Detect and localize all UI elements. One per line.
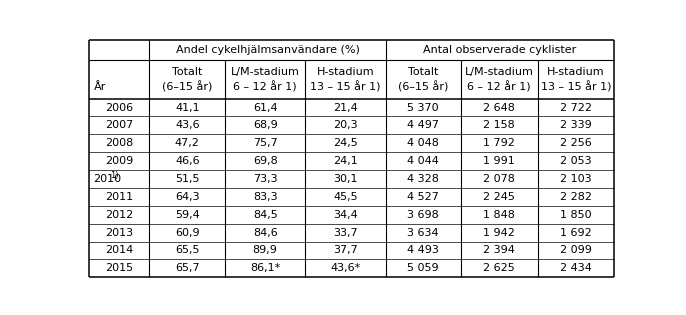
Text: 59,4: 59,4 — [175, 210, 200, 220]
Text: 2010: 2010 — [93, 174, 121, 184]
Text: 65,5: 65,5 — [175, 245, 200, 255]
Text: 1 991: 1 991 — [484, 156, 515, 166]
Text: 47,2: 47,2 — [175, 138, 200, 148]
Text: 43,6: 43,6 — [175, 120, 200, 130]
Text: 2 282: 2 282 — [560, 192, 592, 202]
Text: 5 059: 5 059 — [407, 263, 439, 273]
Text: Andel cykelhjälmsanvändare (%): Andel cykelhjälmsanvändare (%) — [176, 45, 359, 55]
Text: 2013: 2013 — [105, 228, 133, 238]
Text: 2015: 2015 — [105, 263, 133, 273]
Text: Totalt: Totalt — [408, 67, 438, 77]
Text: L/M-stadium: L/M-stadium — [230, 67, 300, 77]
Text: 3 698: 3 698 — [407, 210, 439, 220]
Text: 6 – 12 år 1): 6 – 12 år 1) — [467, 81, 531, 92]
Text: 2 648: 2 648 — [483, 103, 515, 112]
Text: 2012: 2012 — [105, 210, 133, 220]
Text: 4 044: 4 044 — [407, 156, 439, 166]
Text: 2006: 2006 — [105, 103, 133, 112]
Text: 69,8: 69,8 — [252, 156, 278, 166]
Text: 24,1: 24,1 — [333, 156, 358, 166]
Text: 4 527: 4 527 — [407, 192, 439, 202]
Text: 41,1: 41,1 — [175, 103, 200, 112]
Text: 68,9: 68,9 — [252, 120, 278, 130]
Text: 43,6*: 43,6* — [330, 263, 361, 273]
Text: L/M-stadium: L/M-stadium — [465, 67, 534, 77]
Text: 4 497: 4 497 — [407, 120, 439, 130]
Text: 73,3: 73,3 — [253, 174, 277, 184]
Text: 84,5: 84,5 — [252, 210, 278, 220]
Text: 4 493: 4 493 — [407, 245, 439, 255]
Text: 1 692: 1 692 — [560, 228, 592, 238]
Text: Antal observerade cyklister: Antal observerade cyklister — [423, 45, 577, 55]
Text: H-stadium: H-stadium — [316, 67, 374, 77]
Text: 3 634: 3 634 — [407, 228, 439, 238]
Text: 2 256: 2 256 — [560, 138, 592, 148]
Text: 1 942: 1 942 — [483, 228, 515, 238]
Text: 2 339: 2 339 — [560, 120, 592, 130]
Text: 2 722: 2 722 — [560, 103, 592, 112]
Text: 2 394: 2 394 — [483, 245, 515, 255]
Text: 65,7: 65,7 — [175, 263, 200, 273]
Text: Totalt: Totalt — [172, 67, 202, 77]
Text: 6 – 12 år 1): 6 – 12 år 1) — [233, 81, 297, 92]
Text: 2011: 2011 — [105, 192, 133, 202]
Text: 37,7: 37,7 — [333, 245, 358, 255]
Text: 1 848: 1 848 — [483, 210, 515, 220]
Text: 2009: 2009 — [105, 156, 133, 166]
Text: (6–15 år): (6–15 år) — [162, 81, 213, 92]
Text: 2014: 2014 — [105, 245, 133, 255]
Text: 46,6: 46,6 — [175, 156, 200, 166]
Text: (6–15 år): (6–15 år) — [398, 81, 449, 92]
Text: 2 103: 2 103 — [560, 174, 592, 184]
Text: 4 048: 4 048 — [407, 138, 439, 148]
Text: 1 792: 1 792 — [483, 138, 515, 148]
Text: 84,6: 84,6 — [252, 228, 278, 238]
Text: 75,7: 75,7 — [252, 138, 278, 148]
Text: 64,3: 64,3 — [175, 192, 200, 202]
Text: 20,3: 20,3 — [333, 120, 357, 130]
Text: 2 434: 2 434 — [560, 263, 592, 273]
Text: 2008: 2008 — [105, 138, 133, 148]
Text: 2 099: 2 099 — [560, 245, 592, 255]
Text: 2 053: 2 053 — [560, 156, 592, 166]
Text: 24,5: 24,5 — [333, 138, 358, 148]
Text: 2 245: 2 245 — [483, 192, 515, 202]
Text: 83,3: 83,3 — [253, 192, 277, 202]
Text: 51,5: 51,5 — [175, 174, 200, 184]
Text: 34,4: 34,4 — [333, 210, 358, 220]
Text: 61,4: 61,4 — [253, 103, 277, 112]
Text: 4 328: 4 328 — [407, 174, 439, 184]
Text: 2 625: 2 625 — [484, 263, 515, 273]
Text: 86,1*: 86,1* — [250, 263, 281, 273]
Text: 33,7: 33,7 — [333, 228, 357, 238]
Text: 1 850: 1 850 — [560, 210, 592, 220]
Text: H-stadium: H-stadium — [547, 67, 605, 77]
Text: 45,5: 45,5 — [333, 192, 357, 202]
Text: 1): 1) — [110, 171, 119, 180]
Text: 5 370: 5 370 — [407, 103, 439, 112]
Text: 89,9: 89,9 — [252, 245, 278, 255]
Text: 13 – 15 år 1): 13 – 15 år 1) — [310, 81, 381, 92]
Text: 2 158: 2 158 — [484, 120, 515, 130]
Text: År: År — [93, 83, 106, 93]
Text: 13 – 15 år 1): 13 – 15 år 1) — [541, 81, 611, 92]
Text: 60,9: 60,9 — [175, 228, 200, 238]
Text: 2007: 2007 — [105, 120, 133, 130]
Text: 21,4: 21,4 — [333, 103, 358, 112]
Text: 2 078: 2 078 — [483, 174, 515, 184]
Text: 30,1: 30,1 — [333, 174, 357, 184]
